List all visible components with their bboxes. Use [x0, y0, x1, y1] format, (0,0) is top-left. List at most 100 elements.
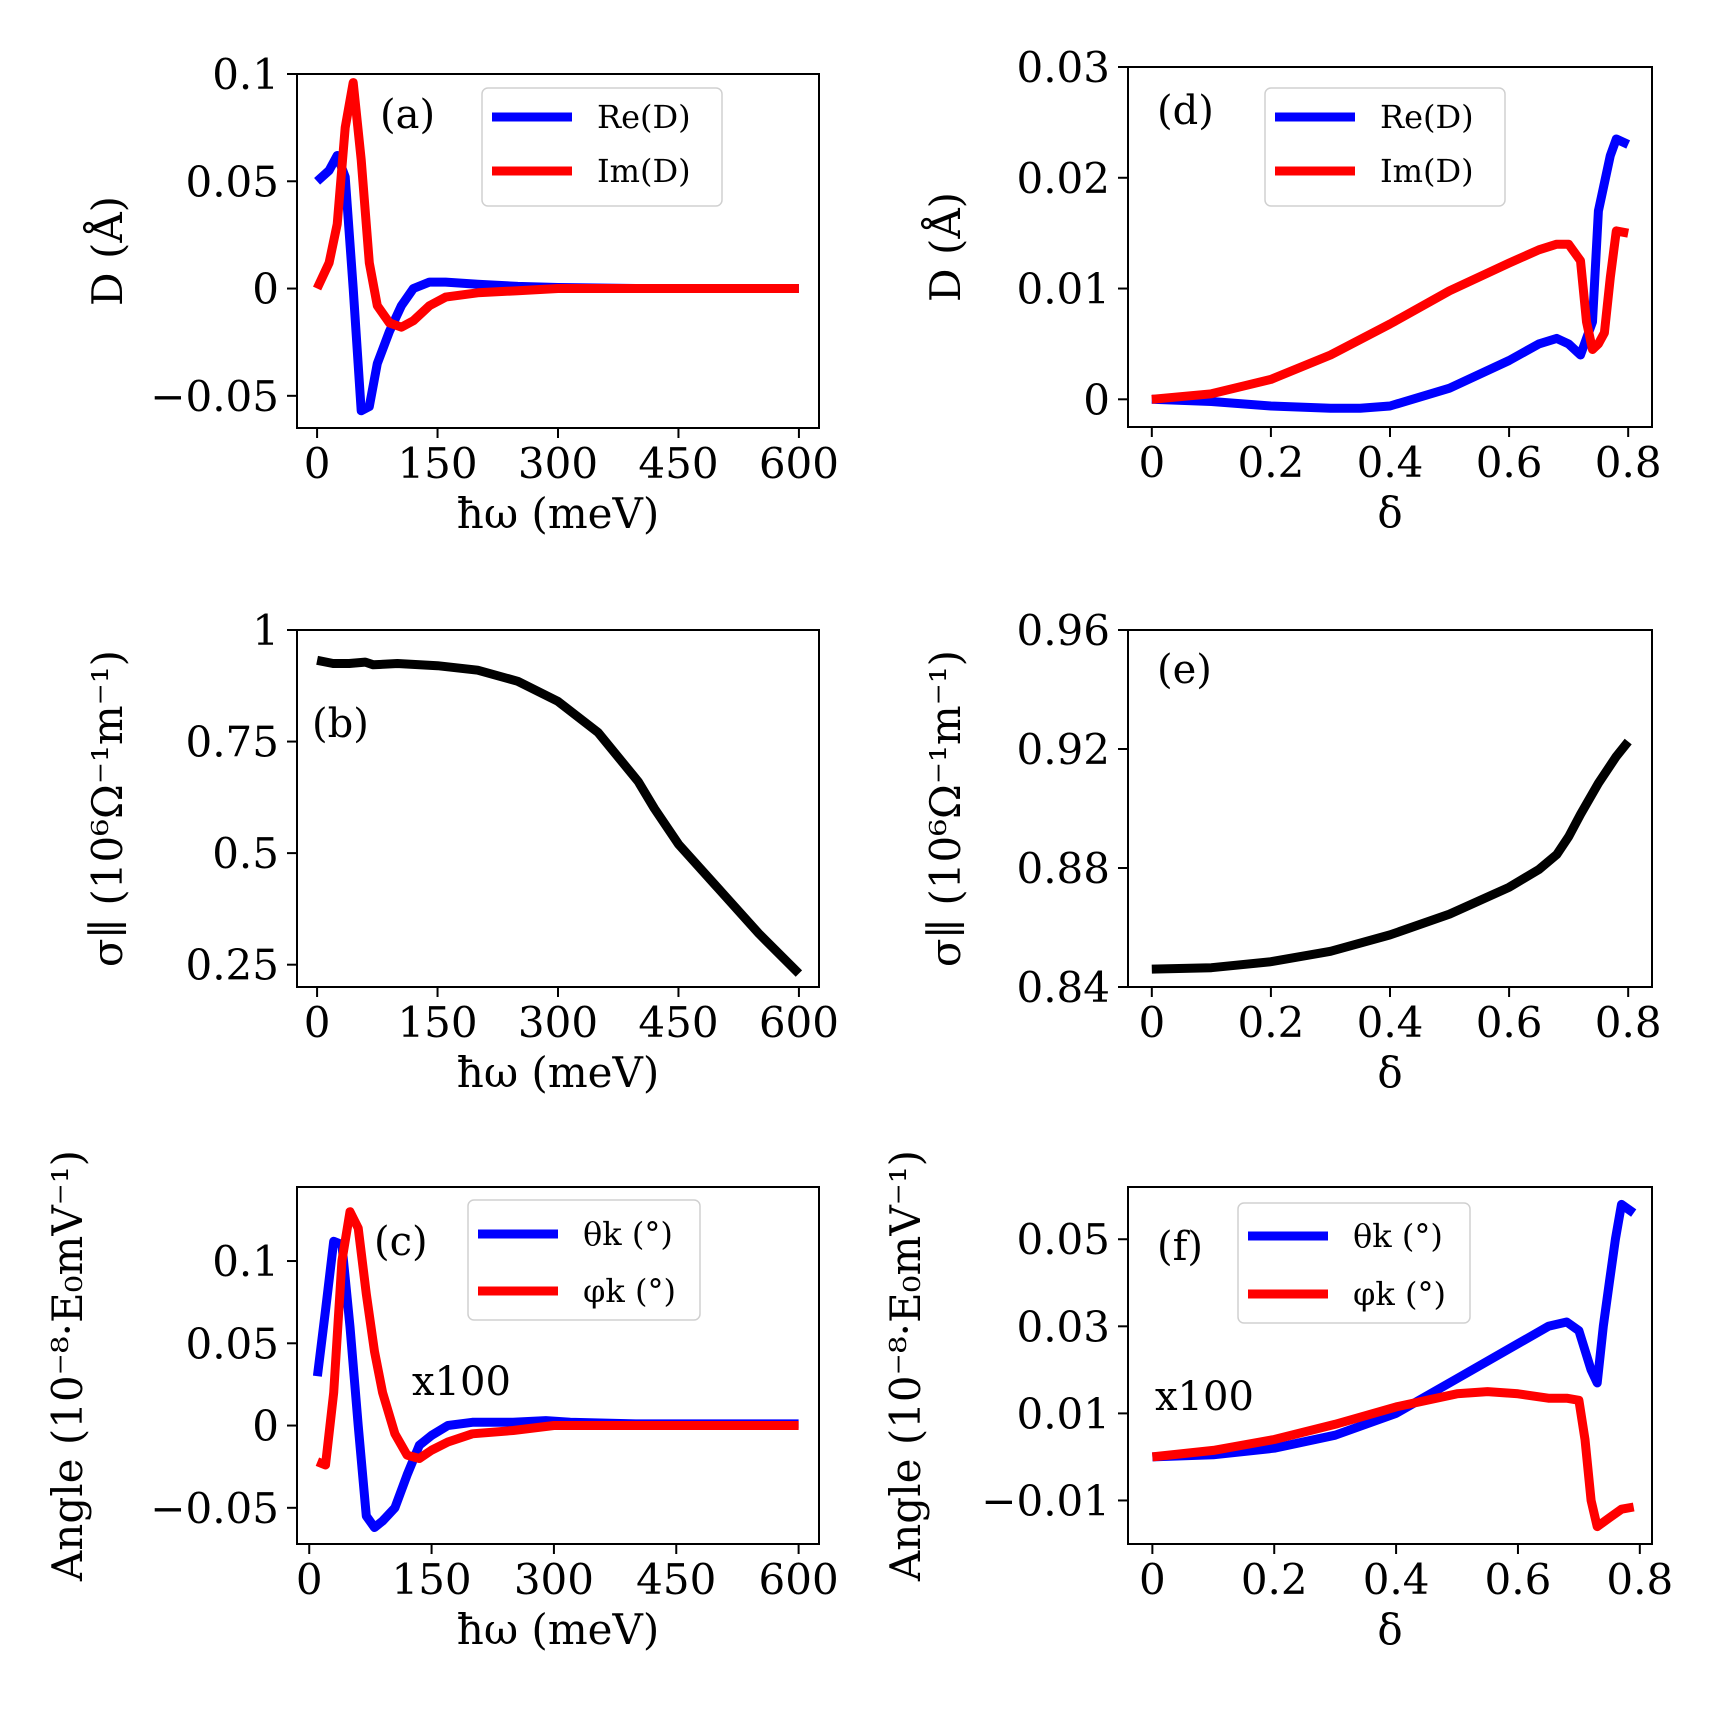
- series-group-d: [1151, 134, 1631, 413]
- y-tick-label-e-2: 0.92: [1016, 725, 1110, 774]
- x-axis-label-a: ħω (meV): [457, 489, 659, 538]
- series-line-c-1: [315, 1207, 799, 1470]
- x-tick-label-f-0: 0: [1139, 1555, 1166, 1604]
- legend-label-d-im: Im(D): [1380, 152, 1474, 190]
- y-tick-label-b-3: 1: [252, 606, 279, 655]
- y-tick-label-b-1: 0.5: [212, 829, 279, 878]
- y-tick-label-a-1: 0: [252, 265, 279, 314]
- x-axis-label-e: δ: [1377, 1048, 1402, 1097]
- x-axis-label-d: δ: [1377, 488, 1402, 537]
- y-tick-label-a-0: −0.05: [150, 372, 279, 421]
- x-tick-label-a-0: 0: [304, 439, 331, 488]
- panel-a: (a) Re(D) Im(D) 0 150 300 450 600 −0.05 0 0.05 0…: [82, 50, 839, 538]
- series-line-f-0: [1152, 1199, 1637, 1462]
- annotation-f: x100: [1155, 1374, 1254, 1420]
- x-tick-label-e-0: 0: [1138, 998, 1165, 1047]
- y-axis-label-c: Angle (10⁻⁸·E₀mV⁻¹): [43, 1150, 92, 1582]
- y-axis-label-a: D (Å): [82, 196, 132, 306]
- y-axis-label-d: D (Å): [920, 192, 970, 302]
- annotation-c: x100: [412, 1359, 511, 1405]
- series-line-d-1: [1151, 226, 1630, 404]
- x-tick-label-c-0: 0: [296, 1555, 323, 1604]
- y-tick-label-f-0: −0.01: [981, 1476, 1110, 1525]
- series-line-d-0: [1151, 134, 1631, 413]
- x-tick-label-e-3: 0.6: [1476, 998, 1543, 1047]
- x-tick-label-c-1: 150: [391, 1555, 471, 1604]
- series-group-f: [1151, 1199, 1637, 1532]
- x-tick-label-a-4: 600: [759, 439, 839, 488]
- series-group-b: [316, 655, 803, 977]
- y-tick-label-f-1: 0.01: [1016, 1389, 1110, 1438]
- legend-f: θk (°) φk (°): [1237, 1202, 1471, 1324]
- series-line-b-0: [316, 655, 803, 977]
- plot-area-c: [296, 1186, 820, 1545]
- y-tick-label-f-3: 0.05: [1016, 1215, 1110, 1264]
- x-tick-label-b-0: 0: [304, 998, 331, 1047]
- x-tick-label-f-3: 0.6: [1485, 1555, 1552, 1604]
- legend-label-a-re: Re(D): [597, 98, 691, 136]
- panel-tag-a: (a): [380, 92, 435, 138]
- legend-label-c-theta: θk (°): [583, 1215, 673, 1253]
- panel-tag-b: (b): [312, 701, 369, 747]
- x-tick-label-f-2: 0.4: [1363, 1555, 1430, 1604]
- x-tick-label-f-1: 0.2: [1241, 1555, 1308, 1604]
- legend-d: Re(D) Im(D): [1264, 87, 1506, 207]
- x-tick-label-d-1: 0.2: [1238, 438, 1305, 487]
- y-tick-label-e-1: 0.88: [1016, 844, 1110, 893]
- series-line-f-1: [1151, 1387, 1635, 1532]
- legend-label-a-im: Im(D): [597, 152, 691, 190]
- plot-area-b: [296, 629, 820, 988]
- legend-c: θk (°) φk (°): [467, 1199, 701, 1321]
- x-tick-label-b-1: 150: [397, 998, 477, 1047]
- x-tick-label-e-4: 0.8: [1595, 998, 1662, 1047]
- y-axis-label-e: σ∥ (10⁶Ω⁻¹m⁻¹): [921, 650, 970, 967]
- y-tick-label-c-0: −0.05: [150, 1484, 279, 1533]
- x-tick-label-b-4: 600: [759, 998, 839, 1047]
- y-tick-label-d-1: 0.01: [1016, 265, 1110, 314]
- y-axis-label-b: σ∥ (10⁶Ω⁻¹m⁻¹): [83, 650, 132, 967]
- y-tick-label-e-3: 0.96: [1016, 606, 1110, 655]
- y-tick-label-c-1: 0: [252, 1402, 279, 1451]
- panel-tag-d: (d): [1157, 88, 1214, 134]
- x-tick-label-a-2: 300: [518, 439, 598, 488]
- x-tick-label-d-0: 0: [1138, 438, 1165, 487]
- panel-f: (f) x100 θk (°) φk (°) 0 0.2 0.4 0.6 0.8 −0.0…: [881, 1150, 1673, 1654]
- x-axis-label-f: δ: [1377, 1605, 1402, 1654]
- panel-tag-c: (c): [374, 1219, 428, 1265]
- y-tick-label-d-0: 0: [1083, 375, 1110, 424]
- y-tick-label-a-3: 0.1: [212, 50, 279, 99]
- series-line-e-0: [1151, 738, 1632, 974]
- legend-a: Re(D) Im(D): [481, 87, 723, 207]
- x-tick-label-b-2: 300: [518, 998, 598, 1047]
- x-tick-label-a-1: 150: [397, 439, 477, 488]
- x-axis-label-b: ħω (meV): [457, 1048, 659, 1097]
- y-tick-label-b-2: 0.75: [185, 718, 279, 767]
- panel-b: (b) 0 150 300 450 600 0.25 0.5 0.75 1 ħω (meV) σ∥ …: [83, 606, 839, 1097]
- y-axis-label-f: Angle (10⁻⁸·E₀mV⁻¹): [881, 1150, 930, 1582]
- legend-label-c-phi: φk (°): [583, 1272, 676, 1310]
- series-group-e: [1151, 738, 1632, 974]
- y-tick-label-c-3: 0.1: [212, 1237, 279, 1286]
- plot-area-f: [1127, 1186, 1653, 1545]
- legend-label-f-phi: φk (°): [1353, 1275, 1446, 1313]
- series-line-a-1: [313, 78, 799, 332]
- y-tick-label-b-0: 0.25: [185, 941, 279, 990]
- x-tick-label-e-2: 0.4: [1357, 998, 1424, 1047]
- x-tick-label-f-4: 0.8: [1606, 1555, 1673, 1604]
- x-tick-label-c-3: 450: [636, 1555, 716, 1604]
- y-tick-label-c-2: 0.05: [185, 1319, 279, 1368]
- legend-label-d-re: Re(D): [1380, 98, 1474, 136]
- series-group-a: [313, 78, 799, 416]
- x-tick-label-d-2: 0.4: [1357, 438, 1424, 487]
- panel-tag-f: (f): [1157, 1224, 1203, 1270]
- x-tick-label-c-4: 600: [759, 1555, 839, 1604]
- x-tick-label-e-1: 0.2: [1238, 998, 1305, 1047]
- legend-label-f-theta: θk (°): [1353, 1217, 1443, 1255]
- panel-tag-e: (e): [1157, 647, 1212, 693]
- x-tick-label-d-4: 0.8: [1595, 438, 1662, 487]
- y-tick-label-f-2: 0.03: [1016, 1302, 1110, 1351]
- x-tick-label-c-2: 300: [514, 1555, 594, 1604]
- x-tick-label-a-3: 450: [638, 439, 718, 488]
- y-tick-label-d-2: 0.02: [1016, 154, 1110, 203]
